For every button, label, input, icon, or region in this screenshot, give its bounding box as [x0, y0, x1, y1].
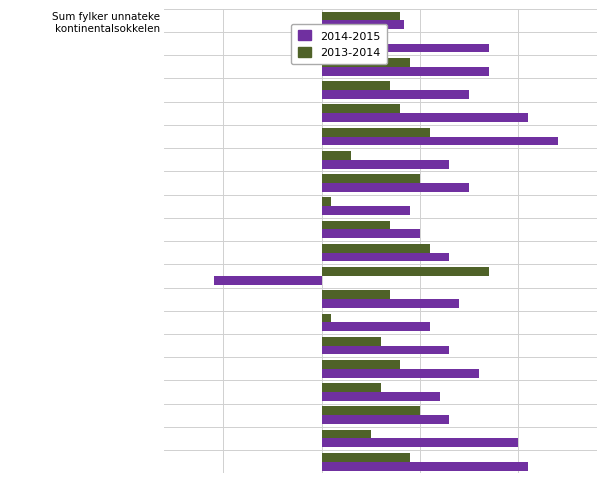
Bar — [322, 161, 449, 169]
Bar — [322, 114, 528, 123]
Bar — [322, 91, 469, 100]
Bar — [322, 230, 420, 239]
Bar — [214, 276, 322, 285]
Bar — [322, 323, 430, 331]
Bar — [322, 314, 331, 323]
Legend: 2014-2015, 2013-2014: 2014-2015, 2013-2014 — [291, 24, 387, 65]
Bar — [322, 253, 449, 262]
Bar — [322, 369, 479, 378]
Bar — [322, 175, 420, 183]
Bar — [322, 59, 410, 68]
Bar — [322, 337, 381, 346]
Bar — [322, 36, 371, 44]
Bar — [322, 360, 400, 369]
Bar — [322, 68, 488, 77]
Bar — [322, 462, 528, 470]
Bar — [322, 207, 410, 216]
Bar — [322, 183, 469, 192]
Bar — [322, 267, 488, 276]
Bar — [322, 21, 404, 30]
Bar — [322, 407, 420, 415]
Bar — [322, 430, 371, 439]
Bar — [322, 221, 390, 230]
Bar — [322, 291, 390, 300]
Bar — [322, 300, 459, 308]
Bar — [322, 384, 381, 392]
Bar — [322, 244, 430, 253]
Bar — [322, 82, 390, 91]
Bar — [322, 392, 440, 401]
Bar — [322, 105, 400, 114]
Bar — [322, 13, 400, 21]
Bar — [322, 137, 557, 146]
Bar — [322, 346, 449, 355]
Bar — [322, 44, 488, 53]
Bar — [322, 128, 430, 137]
Bar — [322, 152, 351, 161]
Bar — [322, 453, 410, 462]
Bar — [322, 415, 449, 424]
Bar — [322, 439, 518, 447]
Bar — [322, 198, 331, 207]
